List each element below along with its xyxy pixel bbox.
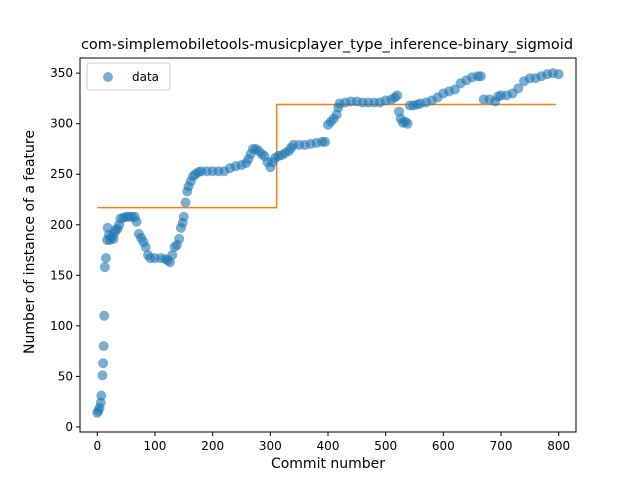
x-axis-label: Commit number: [271, 456, 385, 472]
y-tick-label: 300: [50, 117, 73, 131]
data-point: [131, 216, 142, 227]
y-axis-label: Number of instance of a feature: [22, 130, 38, 354]
legend-box: [86, 62, 171, 91]
data-point: [180, 197, 191, 208]
data-points-layer: [92, 68, 564, 418]
data-point: [553, 69, 564, 80]
data-point: [140, 242, 151, 253]
x-tick-label: 400: [317, 439, 340, 453]
data-point: [513, 83, 524, 94]
y-tick-label: 50: [58, 369, 73, 383]
x-tick-label: 700: [490, 439, 513, 453]
y-tick-label: 200: [50, 218, 73, 232]
data-point: [174, 233, 185, 244]
data-point: [402, 118, 413, 129]
data-point: [96, 390, 107, 401]
x-tick-label: 800: [547, 439, 570, 453]
x-tick-label: 300: [259, 439, 282, 453]
chart-title: com-simplemobiletools-musicplayer_type_i…: [81, 37, 573, 53]
x-tick-label: 200: [201, 439, 224, 453]
data-point: [100, 253, 111, 264]
y-axis: 0 50 100 150 200 250 300 350: [50, 66, 80, 434]
y-tick-label: 0: [65, 420, 73, 434]
legend-marker-data: [103, 72, 113, 82]
x-tick-label: 100: [144, 439, 167, 453]
y-tick-label: 350: [50, 66, 73, 80]
data-point: [320, 136, 331, 147]
legend-label-data: data: [132, 70, 159, 84]
data-point: [392, 90, 403, 101]
data-point: [475, 71, 486, 82]
plot-area: [79, 57, 577, 433]
data-point: [98, 358, 109, 369]
y-tick-label: 150: [50, 268, 73, 282]
data-point: [99, 262, 110, 273]
plot-frame: [79, 57, 577, 433]
data-point: [98, 341, 109, 352]
data-point: [97, 370, 108, 381]
legend: data: [86, 62, 171, 91]
x-axis: 0 100 200 300 400 500 600 700 800: [93, 432, 570, 453]
y-tick-label: 100: [50, 319, 73, 333]
data-point: [99, 310, 110, 321]
data-point: [167, 250, 178, 261]
data-point: [178, 211, 189, 222]
x-tick-label: 600: [432, 439, 455, 453]
y-tick-label: 250: [50, 167, 73, 181]
x-tick-label: 0: [93, 439, 101, 453]
x-tick-label: 500: [374, 439, 397, 453]
